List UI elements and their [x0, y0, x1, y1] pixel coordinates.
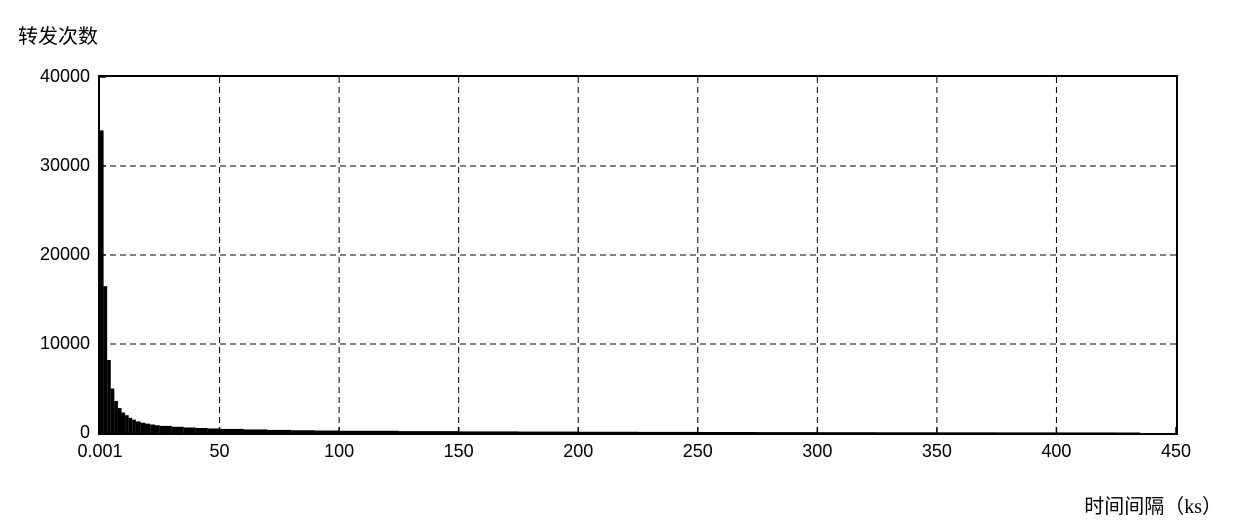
chart-svg [100, 77, 1176, 433]
plot-area [98, 75, 1178, 435]
ytick-label: 0 [0, 422, 90, 443]
xtick-label: 200 [538, 441, 618, 462]
xtick-label: 150 [419, 441, 499, 462]
xtick-label: 0.001 [60, 441, 140, 462]
xtick-label: 400 [1016, 441, 1096, 462]
xtick-label: 250 [658, 441, 738, 462]
figure-container: 转发次数 0 10000 20000 30000 40000 0.001 50 100 150… [0, 0, 1240, 529]
xtick-label: 350 [897, 441, 977, 462]
xtick-label: 450 [1136, 441, 1216, 462]
y-axis-label: 转发次数 [18, 20, 98, 49]
ytick-label: 30000 [0, 155, 90, 176]
ytick-label: 20000 [0, 244, 90, 265]
xtick-label: 300 [777, 441, 857, 462]
ytick-label: 40000 [0, 66, 90, 87]
x-axis-label: 时间间隔（ks） [1084, 490, 1222, 519]
xtick-label: 50 [180, 441, 260, 462]
ytick-label: 10000 [0, 333, 90, 354]
xtick-label: 100 [299, 441, 379, 462]
